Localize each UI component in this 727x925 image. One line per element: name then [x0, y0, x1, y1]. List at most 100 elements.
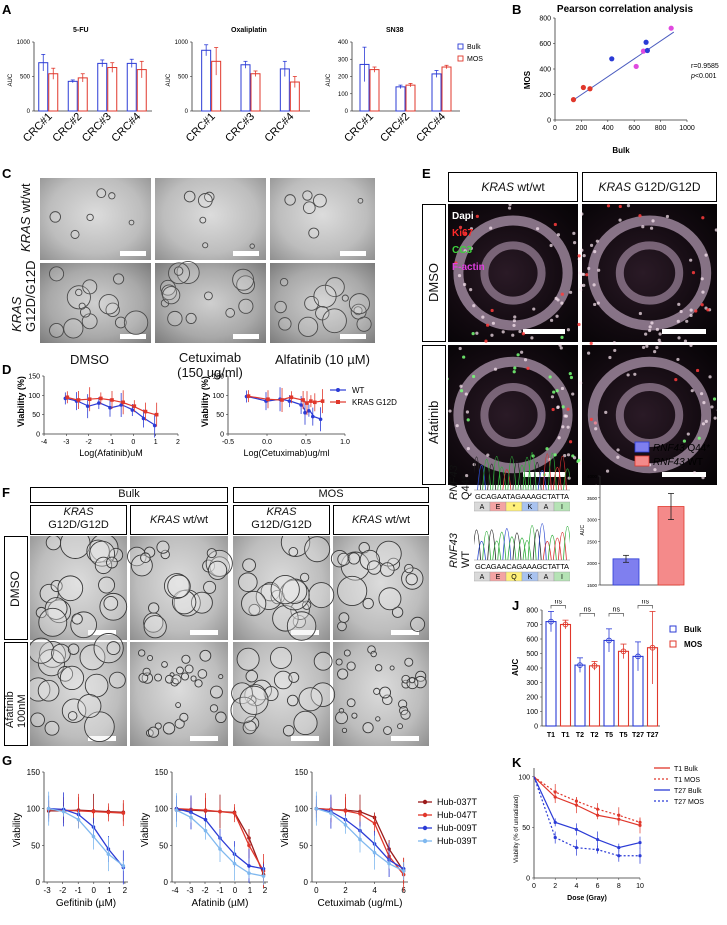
a-bar	[240, 64, 251, 112]
c-organoid	[63, 318, 84, 339]
k-xtick-label: 8	[617, 883, 621, 890]
f-organoid	[270, 646, 293, 669]
e-organoid-inner-ring	[480, 241, 546, 305]
j-ytick-label: 800	[526, 608, 538, 615]
e-nucleus	[710, 405, 714, 409]
d-xtick-label: -3	[63, 439, 69, 446]
h-trace-peak	[522, 456, 532, 491]
f-organoid	[293, 710, 318, 735]
e-nucleus	[571, 392, 575, 396]
c-organoid	[356, 316, 372, 332]
e-nucleus	[454, 261, 458, 265]
j-ylabel: AUC	[512, 658, 520, 676]
f-organoid	[205, 549, 233, 577]
h-trace-peak	[537, 523, 547, 561]
k-series-line	[533, 776, 640, 857]
f-organoid	[375, 716, 381, 722]
i-ylabel: AUC	[580, 525, 586, 536]
e-nucleus	[579, 288, 583, 292]
g-legend-marker	[422, 799, 428, 805]
e-nucleus	[513, 366, 517, 370]
panel-label-k: K	[512, 755, 522, 770]
g-xtick-label: -2	[201, 886, 209, 895]
f-organoid	[35, 606, 47, 619]
j-bar	[588, 665, 601, 727]
d-ytick-label: 50	[216, 412, 224, 419]
f-image-bulk-g12d-dmso	[30, 536, 127, 640]
c-organoid	[202, 242, 209, 249]
f-organoid	[270, 574, 300, 605]
a-ylabel: AUC	[166, 73, 172, 86]
g-xtick-label: -1	[75, 886, 83, 895]
h-trace-peak	[487, 529, 497, 561]
d-legend-label: WT	[352, 386, 365, 395]
d-legend-label: KRAS G12D	[352, 398, 397, 407]
f-sub-header-4: KRAS wt/wt	[333, 505, 429, 535]
a-bar	[48, 73, 59, 112]
f-organoid	[338, 612, 350, 624]
e-nucleus	[555, 389, 559, 393]
h-label-wt: RNF43 WT	[448, 533, 472, 568]
f-organoid	[167, 574, 191, 599]
a-bar	[67, 80, 78, 112]
f-organoid	[337, 621, 347, 632]
f-organoid	[404, 657, 414, 667]
e-nucleus	[553, 222, 557, 227]
g-fit-curve	[48, 808, 124, 814]
g-xtick-label: 2	[123, 886, 128, 895]
e-nucleus	[561, 425, 565, 429]
c-organoid	[225, 308, 236, 318]
d-ylabel: Viability (%)	[16, 376, 26, 427]
h-trace-peak	[492, 455, 502, 491]
h-trace-peak	[517, 537, 527, 561]
g-ytick-label: 50	[299, 841, 308, 850]
f-organoid	[94, 556, 113, 575]
a-chart-title: 5-FU	[73, 27, 89, 34]
e-row-header-dmso	[422, 204, 446, 342]
k-ylabel: Viability (% of unradiated)	[514, 795, 520, 863]
d-point	[301, 398, 305, 402]
e-nucleus	[579, 381, 583, 385]
a-legend-label: Bulk	[467, 44, 481, 51]
i-ytick-label: 3500	[587, 496, 598, 501]
f-organoid	[335, 711, 348, 725]
c-organoid	[204, 191, 215, 203]
e-nucleus	[580, 272, 584, 276]
e-nucleus	[501, 330, 505, 334]
f-organoid	[175, 702, 182, 708]
h-sequence: GCAGAACAGAAAGCTATTA	[475, 562, 569, 571]
panel-label-g: G	[2, 753, 13, 768]
k-point	[596, 837, 600, 842]
b-title: Pearson correlation analysis	[557, 4, 694, 15]
f-organoid	[210, 685, 223, 699]
j-ns-bracket	[637, 605, 653, 609]
a-category-label: CRC#4	[262, 111, 296, 145]
e-col-header-g12d: KRAS G12D/G12D	[582, 172, 717, 202]
b-point	[580, 84, 586, 91]
panel-label-d: D	[2, 362, 12, 377]
f-organoid	[143, 546, 156, 558]
e-nucleus	[535, 227, 540, 231]
f-organoid	[255, 583, 283, 611]
f-organoid	[30, 712, 45, 728]
k-point	[617, 854, 621, 858]
e-nucleus	[508, 204, 512, 206]
f-organoid	[67, 643, 80, 655]
g-legend-label: Hub-037T	[437, 797, 478, 807]
b-p-italic: p	[690, 73, 695, 80]
e-nucleus	[560, 335, 564, 339]
d-point	[85, 404, 90, 408]
h-trace-peak	[557, 532, 567, 561]
d-point	[246, 394, 251, 398]
f-organoid	[108, 547, 124, 563]
a-category-label: CRC#1	[342, 111, 376, 145]
b-p-value: p<0.001	[690, 73, 717, 80]
e-nucleus	[689, 313, 693, 318]
e-nucleus	[469, 246, 473, 250]
e-nucleus	[485, 323, 490, 327]
e-nucleus	[577, 254, 581, 258]
e-nucleus	[563, 454, 567, 458]
i-ytick-label: 3000	[587, 518, 598, 523]
k-series-line	[533, 776, 641, 823]
h-aa-label: A	[544, 504, 549, 511]
